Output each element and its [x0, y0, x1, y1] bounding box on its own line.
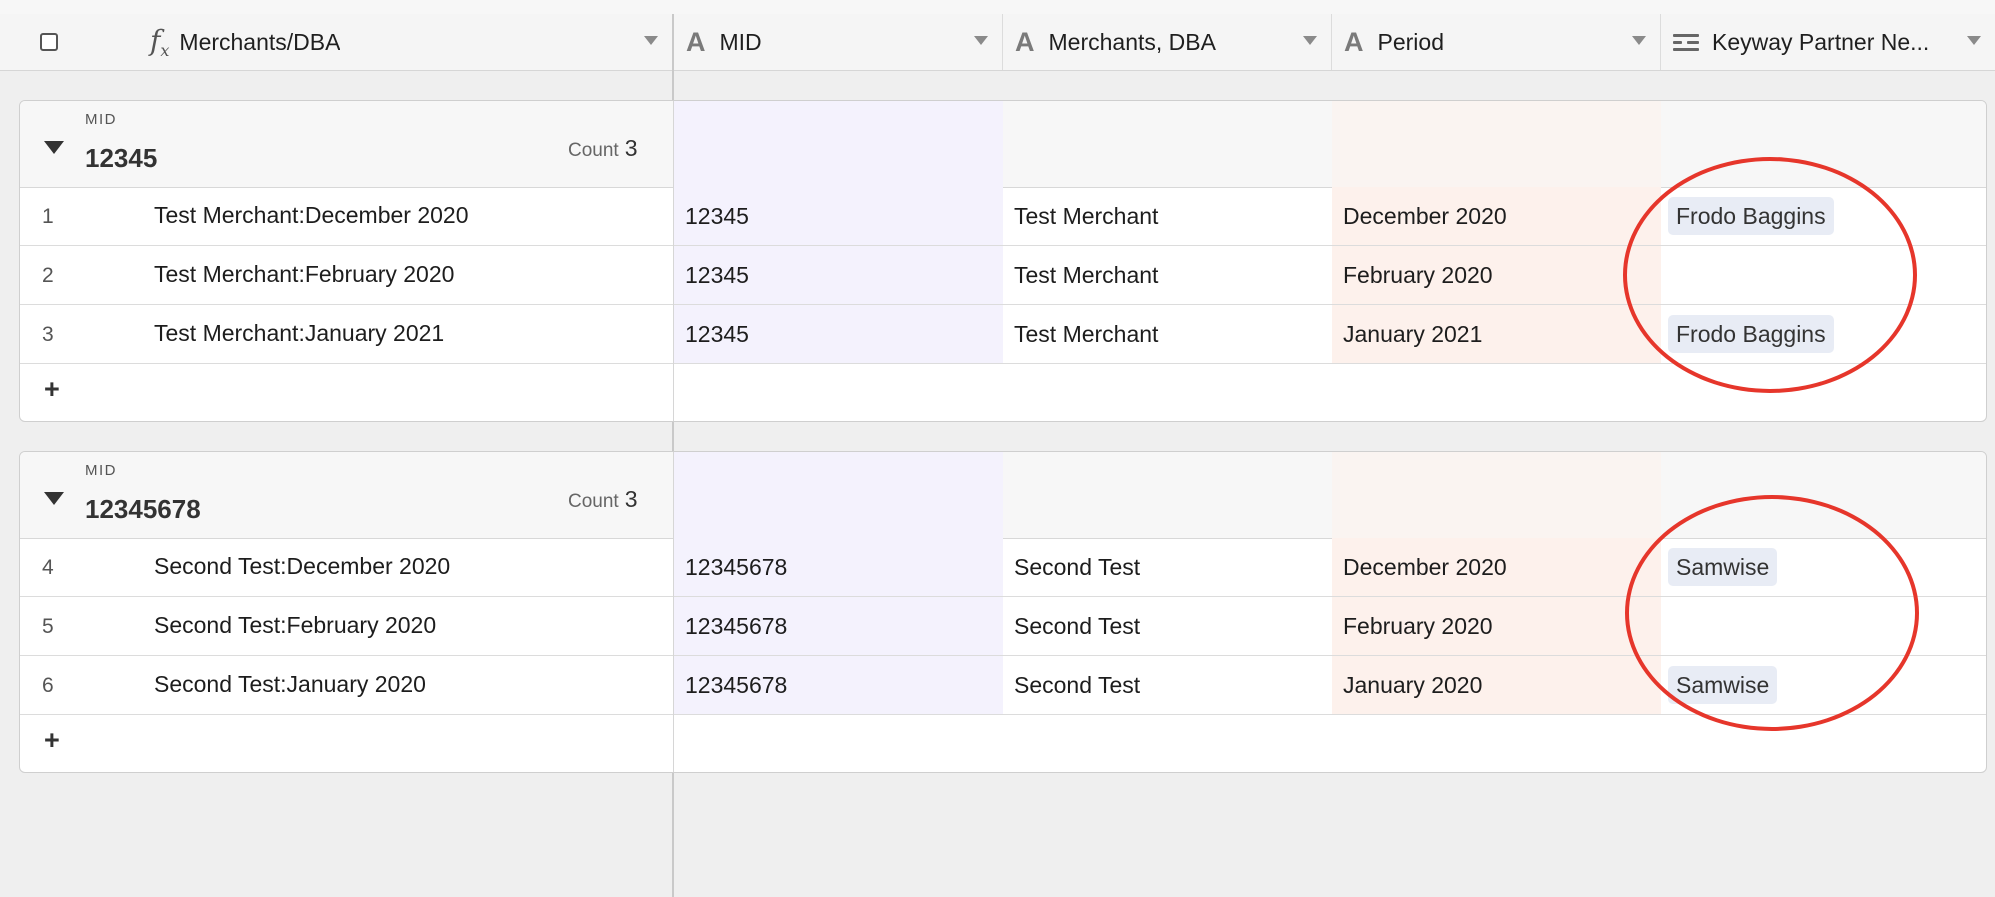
group-header-dba-cell: [1003, 452, 1332, 538]
column-header-merchants-dba[interactable]: fx Merchants/DBA: [150, 14, 672, 70]
row-number: 4: [42, 556, 54, 579]
count-value: 3: [624, 486, 638, 512]
primary-field-cell[interactable]: Second Test:January 2020: [154, 671, 426, 697]
group-value: 12345: [85, 143, 158, 173]
partner-cell[interactable]: Frodo Baggins: [1661, 305, 1986, 363]
table-row[interactable]: 6 Second Test:January 2020 12345678 Seco…: [20, 656, 1986, 715]
group-header-period-cell: [1332, 452, 1661, 538]
linked-record-tag[interactable]: Samwise: [1668, 548, 1778, 586]
partner-cell[interactable]: Samwise: [1661, 538, 1986, 596]
column-header-merchants-dba-text[interactable]: A Merchants, DBA: [1003, 14, 1332, 70]
period-cell[interactable]: February 2020: [1332, 597, 1661, 655]
linked-record-icon: [1673, 33, 1699, 51]
row-number: 6: [42, 674, 54, 697]
select-all-cell: [0, 14, 110, 70]
primary-field-cell[interactable]: Second Test:February 2020: [154, 612, 437, 638]
group-count: Count 3: [568, 135, 638, 162]
group-header-mid-cell: [674, 452, 1003, 538]
plus-icon[interactable]: +: [44, 725, 60, 755]
period-cell[interactable]: December 2020: [1332, 538, 1661, 596]
collapse-triangle-icon[interactable]: [44, 141, 64, 154]
add-record-row[interactable]: +: [20, 715, 1986, 771]
group-header-period-cell: [1332, 101, 1661, 187]
table-row[interactable]: 1 Test Merchant:December 2020 12345 Test…: [20, 187, 1986, 246]
collapse-triangle-icon[interactable]: [44, 492, 64, 505]
table-row[interactable]: 5 Second Test:February 2020 12345678 Sec…: [20, 597, 1986, 656]
primary-field-cell[interactable]: Second Test:December 2020: [154, 553, 451, 579]
group-header: MID 12345678 Count 3: [20, 452, 1986, 539]
text-field-icon: A: [1344, 26, 1364, 57]
dba-cell[interactable]: Test Merchant: [1014, 262, 1159, 288]
linked-record-tag[interactable]: Frodo Baggins: [1668, 197, 1834, 235]
record-group: MID 12345 Count 3 1 Test Merchant:Decembe…: [19, 100, 1987, 422]
row-number: 2: [42, 264, 54, 287]
table-row[interactable]: 3 Test Merchant:January 2021 12345 Test …: [20, 305, 1986, 364]
partner-cell[interactable]: [1661, 597, 1986, 655]
group-header: MID 12345 Count 3: [20, 101, 1986, 188]
column-label: Period: [1377, 28, 1444, 55]
partner-cell[interactable]: Frodo Baggins: [1661, 187, 1986, 245]
period-cell[interactable]: January 2020: [1332, 656, 1661, 714]
plus-icon[interactable]: +: [44, 374, 60, 404]
grid-header: fx Merchants/DBA A MID A Merchants, DBA …: [0, 14, 1995, 71]
group-header-dba-cell: [1003, 101, 1332, 187]
dba-cell[interactable]: Test Merchant: [1014, 203, 1159, 229]
row-number: 3: [42, 323, 54, 346]
dba-cell[interactable]: Second Test: [1014, 672, 1141, 698]
chevron-down-icon[interactable]: [1967, 36, 1981, 45]
column-label: Merchants, DBA: [1048, 28, 1216, 55]
period-cell[interactable]: January 2021: [1332, 305, 1661, 363]
group-field-label: MID: [85, 111, 117, 128]
mid-cell[interactable]: 12345678: [674, 656, 1003, 714]
chevron-down-icon[interactable]: [1303, 36, 1317, 45]
frozen-separator: [673, 452, 674, 772]
partner-cell[interactable]: [1661, 246, 1986, 304]
partner-cell[interactable]: Samwise: [1661, 656, 1986, 714]
mid-cell[interactable]: 12345678: [674, 597, 1003, 655]
primary-field-cell[interactable]: Test Merchant:December 2020: [154, 202, 469, 228]
formula-icon: fx: [150, 24, 170, 60]
mid-cell[interactable]: 12345678: [674, 538, 1003, 596]
select-all-checkbox[interactable]: [40, 33, 58, 51]
column-header-mid[interactable]: A MID: [674, 14, 1003, 70]
row-number: 1: [42, 205, 54, 228]
column-header-keyway-partner[interactable]: Keyway Partner Ne...: [1661, 14, 1995, 70]
linked-record-tag[interactable]: Samwise: [1668, 666, 1778, 704]
period-cell[interactable]: December 2020: [1332, 187, 1661, 245]
dba-cell[interactable]: Test Merchant: [1014, 321, 1159, 347]
table-row[interactable]: 2 Test Merchant:February 2020 12345 Test…: [20, 246, 1986, 305]
count-label: Count: [568, 491, 619, 512]
group-field-label: MID: [85, 462, 117, 479]
dba-cell[interactable]: Second Test: [1014, 554, 1141, 580]
frozen-separator: [673, 101, 674, 421]
table-row[interactable]: 4 Second Test:December 2020 12345678 Sec…: [20, 538, 1986, 597]
add-record-row[interactable]: +: [20, 364, 1986, 420]
count-label: Count: [568, 140, 619, 161]
record-group: MID 12345678 Count 3 4 Second Test:Decemb…: [19, 451, 1987, 773]
text-field-icon: A: [686, 26, 706, 57]
count-value: 3: [624, 135, 638, 161]
dba-cell[interactable]: Second Test: [1014, 613, 1141, 639]
group-header-mid-cell: [674, 101, 1003, 187]
linked-record-tag[interactable]: Frodo Baggins: [1668, 315, 1834, 353]
chevron-down-icon[interactable]: [1632, 36, 1646, 45]
column-header-period[interactable]: A Period: [1332, 14, 1661, 70]
mid-cell[interactable]: 12345: [674, 305, 1003, 363]
primary-field-cell[interactable]: Test Merchant:February 2020: [154, 261, 455, 287]
column-label: Merchants/DBA: [179, 28, 341, 55]
column-label: MID: [719, 28, 762, 55]
period-cell[interactable]: February 2020: [1332, 246, 1661, 304]
text-field-icon: A: [1015, 26, 1035, 57]
group-count: Count 3: [568, 486, 638, 513]
column-label: Keyway Partner Ne...: [1712, 28, 1930, 55]
group-value: 12345678: [85, 494, 201, 524]
row-number: 5: [42, 615, 54, 638]
chevron-down-icon[interactable]: [974, 36, 988, 45]
mid-cell[interactable]: 12345: [674, 246, 1003, 304]
chevron-down-icon[interactable]: [644, 36, 658, 45]
primary-field-cell[interactable]: Test Merchant:January 2021: [154, 320, 445, 346]
mid-cell[interactable]: 12345: [674, 187, 1003, 245]
